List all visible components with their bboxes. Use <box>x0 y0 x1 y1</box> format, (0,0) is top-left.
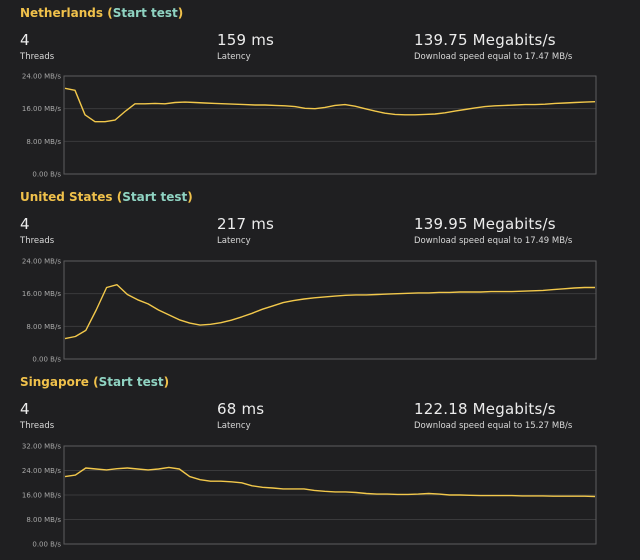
speed-chart-united-states: 0.00 B/s 8.00 MB/s 16.00 MB/s 24.00 MB/s <box>22 258 597 364</box>
threads-stat: 4 Threads <box>20 215 54 246</box>
speed-series-line <box>64 87 596 123</box>
speed-value: 139.95 Megabits/s <box>414 215 556 233</box>
threads-label: Threads <box>20 421 55 431</box>
latency-label: Latency <box>217 52 251 62</box>
location-header: United States (Start test) <box>20 190 193 204</box>
y-tick-label: 16.00 MB/s <box>22 290 61 298</box>
y-tick-label: 32.00 MB/s <box>22 443 61 451</box>
y-tick-label: 24.00 MB/s <box>22 73 61 81</box>
test-section-netherlands: Netherlands (Start test) 4 Threads 159 m… <box>0 6 640 186</box>
location-name: Singapore <box>20 375 89 389</box>
test-section-united-states: United States (Start test) 4 Threads 217… <box>0 190 640 370</box>
plot-frame <box>63 260 597 360</box>
test-section-singapore: Singapore (Start test) 4 Threads 68 ms L… <box>0 375 640 555</box>
speed-chart-singapore: 0.00 B/s 8.00 MB/s 16.00 MB/s 24.00 MB/s 32.… <box>22 443 597 549</box>
location-name: United States <box>20 190 113 204</box>
y-tick-label: 24.00 MB/s <box>22 467 61 475</box>
speed-label: Download speed equal to 15.27 MB/s <box>414 421 573 431</box>
latency-value: 217 ms <box>217 215 275 233</box>
speed-stat: 139.75 Megabits/s Download speed equal t… <box>414 31 572 62</box>
speed-value: 139.75 Megabits/s <box>414 31 556 49</box>
threads-stat: 4 Threads <box>20 400 54 431</box>
threads-value: 4 <box>20 400 30 418</box>
y-tick-label: 8.00 MB/s <box>26 323 61 331</box>
y-tick-label: 0.00 B/s <box>32 541 61 549</box>
start-test-link[interactable]: Start test <box>122 190 188 204</box>
location-name: Netherlands <box>20 6 104 20</box>
y-tick-label: 24.00 MB/s <box>22 258 61 266</box>
location-header: Netherlands (Start test) <box>20 6 184 20</box>
latency-stat: 159 ms Latency <box>217 31 274 62</box>
threads-label: Threads <box>20 236 55 246</box>
latency-stat: 68 ms Latency <box>217 400 264 431</box>
start-test-link[interactable]: Start test <box>98 375 164 389</box>
y-tick-label: 8.00 MB/s <box>26 138 61 146</box>
latency-label: Latency <box>217 421 251 431</box>
location-header: Singapore (Start test) <box>20 375 170 389</box>
threads-value: 4 <box>20 215 30 233</box>
threads-stat: 4 Threads <box>20 31 54 62</box>
speed-label: Download speed equal to 17.49 MB/s <box>414 236 573 246</box>
speed-chart-netherlands: 0.00 B/s 8.00 MB/s 16.00 MB/s 24.00 MB/s <box>22 73 597 179</box>
speed-label: Download speed equal to 17.47 MB/s <box>414 52 573 62</box>
threads-label: Threads <box>20 52 55 62</box>
plot-frame <box>63 75 597 175</box>
y-tick-label: 0.00 B/s <box>32 171 61 179</box>
y-tick-label: 16.00 MB/s <box>22 492 61 500</box>
latency-stat: 217 ms Latency <box>217 215 274 246</box>
speed-series-line <box>64 284 595 340</box>
y-tick-label: 0.00 B/s <box>32 356 61 364</box>
speed-stat: 139.95 Megabits/s Download speed equal t… <box>414 215 572 246</box>
speed-stat: 122.18 Megabits/s Download speed equal t… <box>414 400 572 431</box>
latency-label: Latency <box>217 236 251 246</box>
latency-value: 159 ms <box>217 31 275 49</box>
y-tick-label: 8.00 MB/s <box>26 516 61 524</box>
start-test-link[interactable]: Start test <box>112 6 178 20</box>
speed-value: 122.18 Megabits/s <box>414 400 556 418</box>
speed-series-line <box>64 466 596 498</box>
plot-frame <box>63 445 597 545</box>
threads-value: 4 <box>20 31 30 49</box>
y-tick-label: 16.00 MB/s <box>22 105 61 113</box>
latency-value: 68 ms <box>217 400 265 418</box>
